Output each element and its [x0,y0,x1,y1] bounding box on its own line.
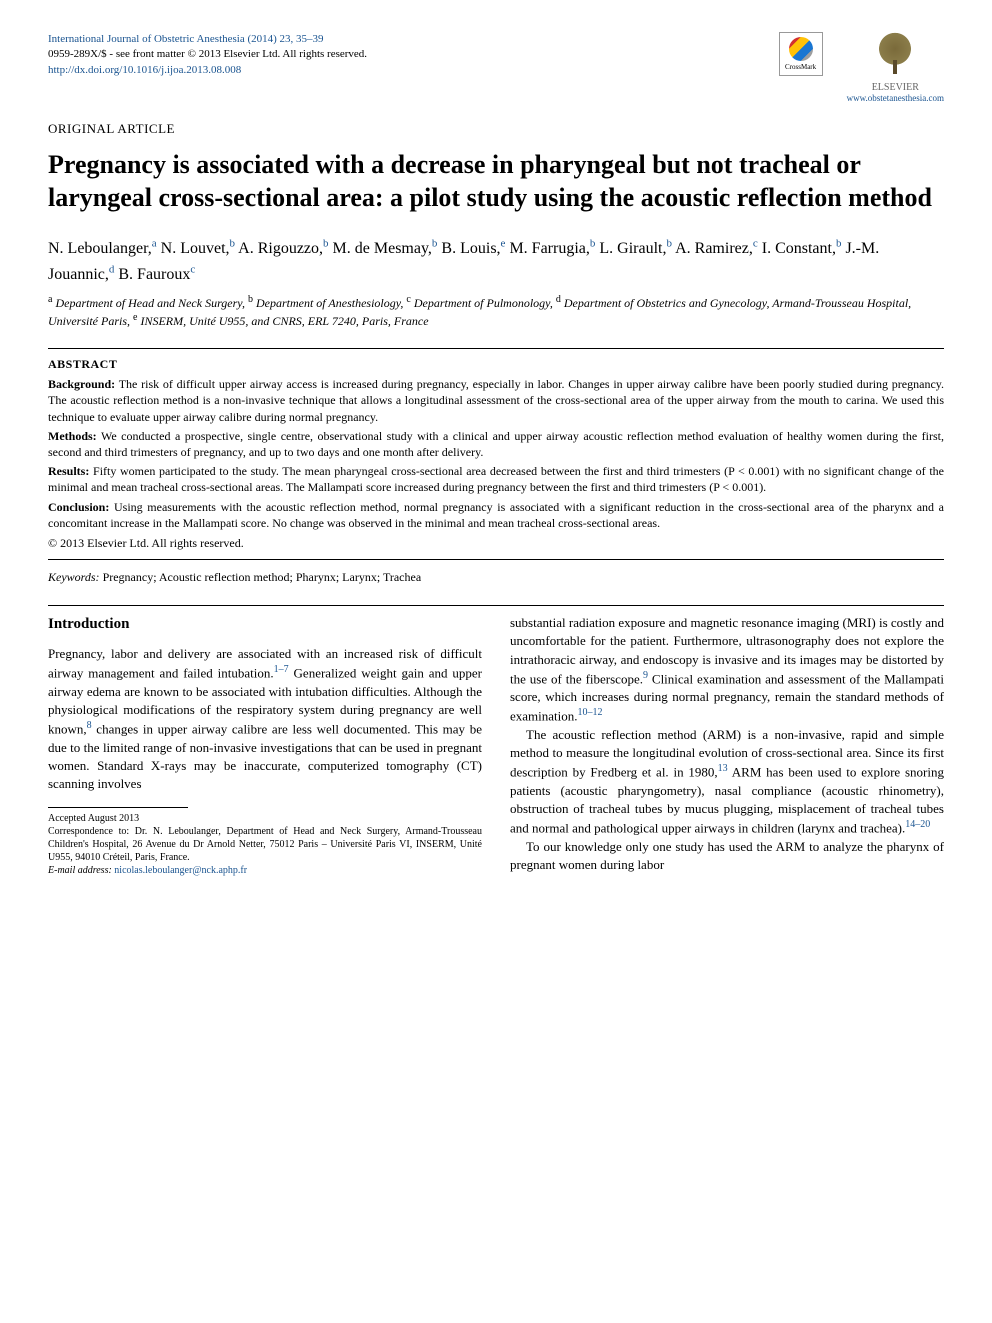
footnote-rule [48,807,188,808]
crossmark-badge[interactable]: CrossMark [779,32,823,76]
author: B. Faurouxc [118,266,195,283]
accepted-date: Accepted August 2013 [48,812,482,825]
author: N. Louvet,b [161,240,235,257]
header-logos: CrossMark ELSEVIER www.obstetanesthesia.… [779,32,944,103]
elsevier-tree-icon [871,32,919,80]
elsevier-logo-box: ELSEVIER www.obstetanesthesia.com [847,32,944,103]
email-label: E-mail address: [48,865,112,876]
author: L. Girault,b [599,240,672,257]
rule-bottom [48,605,944,606]
left-column: Introduction Pregnancy, labor and delive… [48,614,482,877]
abstract-label: ABSTRACT [48,357,944,372]
article-type: ORIGINAL ARTICLE [48,121,944,137]
rule-mid [48,559,944,560]
correspondence: Correspondence to: Dr. N. Leboulanger, D… [48,825,482,864]
abstract-background: Background: The risk of difficult upper … [48,376,944,425]
intro-heading: Introduction [48,614,482,635]
rule-top [48,348,944,349]
body-columns: Introduction Pregnancy, labor and delive… [48,614,944,877]
citation[interactable]: 14–20 [905,819,930,830]
citation[interactable]: 1–7 [274,664,289,675]
keywords-label: Keywords: [48,570,100,584]
crossmark-label: CrossMark [785,63,816,71]
author: M. Farrugia,b [509,240,595,257]
abstract-copyright: © 2013 Elsevier Ltd. All rights reserved… [48,535,944,551]
crossmark-icon [789,37,813,61]
right-column: substantial radiation exposure and magne… [510,614,944,877]
citation[interactable]: 10–12 [578,707,603,718]
affiliations: a Department of Head and Neck Surgery, b… [48,293,944,331]
issn-line: 0959-289X/$ - see front matter © 2013 El… [48,47,367,62]
journal-citation: International Journal of Obstetric Anest… [48,32,367,47]
intro-paragraph-right-3: To our knowledge only one study has used… [510,838,944,874]
elsevier-label: ELSEVIER [872,82,919,93]
email-link[interactable]: nicolas.leboulanger@nck.aphp.fr [114,865,247,876]
author: N. Leboulanger,a [48,240,157,257]
author: I. Constant,b [762,240,842,257]
keywords: Keywords: Pregnancy; Acoustic reflection… [48,570,944,585]
author: A. Rigouzzo,b [238,240,328,257]
publisher-url[interactable]: www.obstetanesthesia.com [847,93,944,103]
author-list: N. Leboulanger,a N. Louvet,b A. Rigouzzo… [48,236,944,287]
journal-info: International Journal of Obstetric Anest… [48,32,367,78]
abstract-methods: Methods: We conducted a prospective, sin… [48,428,944,460]
author: A. Ramirez,c [675,240,758,257]
abstract-body: Background: The risk of difficult upper … [48,376,944,551]
intro-paragraph-left: Pregnancy, labor and delivery are associ… [48,645,482,793]
citation[interactable]: 13 [718,763,728,774]
abstract-conclusion: Conclusion: Using measurements with the … [48,499,944,531]
page-header: International Journal of Obstetric Anest… [48,32,944,103]
intro-paragraph-right-1: substantial radiation exposure and magne… [510,614,944,726]
doi-link[interactable]: http://dx.doi.org/10.1016/j.ijoa.2013.08… [48,63,367,78]
footnotes: Accepted August 2013 Correspondence to: … [48,812,482,877]
keywords-list: Pregnancy; Acoustic reflection method; P… [103,570,422,584]
article-title: Pregnancy is associated with a decrease … [48,149,944,214]
email-line: E-mail address: nicolas.leboulanger@nck.… [48,864,482,877]
intro-paragraph-right-2: The acoustic reflection method (ARM) is … [510,726,944,838]
author: B. Louis,e [441,240,505,257]
author: M. de Mesmay,b [333,240,438,257]
abstract-results: Results: Fifty women participated to the… [48,463,944,495]
